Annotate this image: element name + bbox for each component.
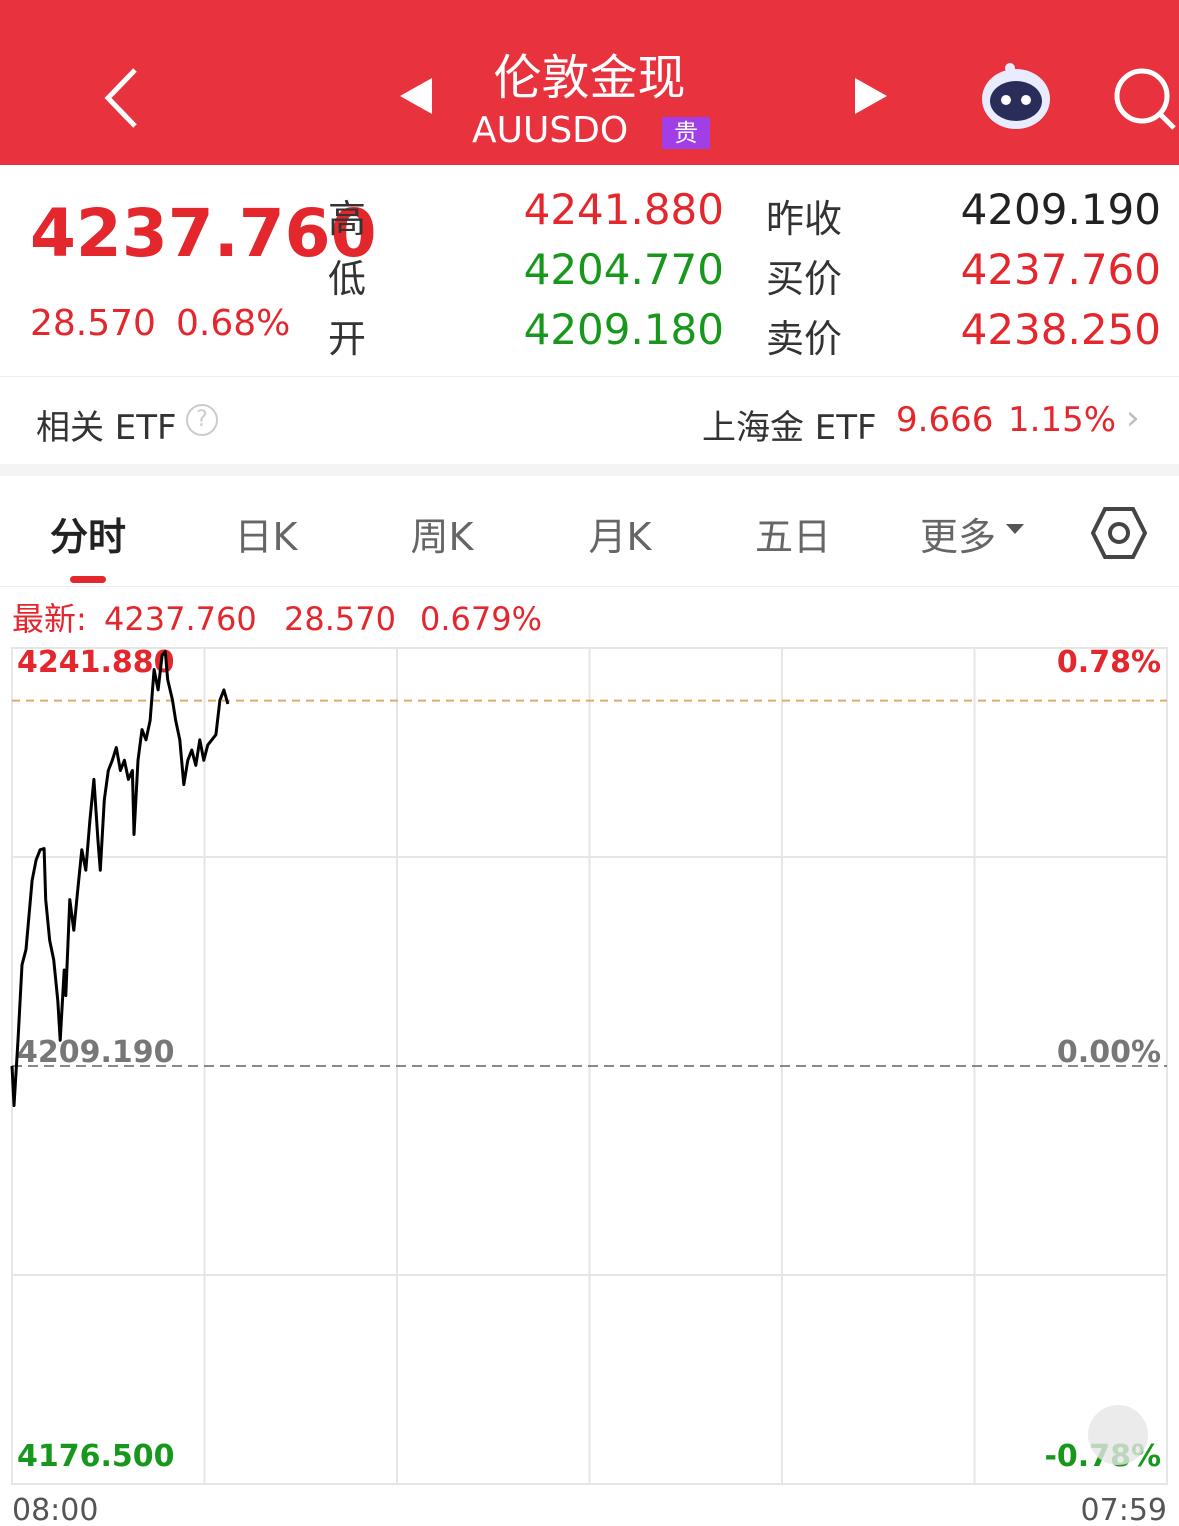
bid: 4237.760 [960, 245, 1161, 294]
code: AUUSDO [472, 110, 629, 151]
open: 4209.180 [523, 305, 724, 354]
label: 卖价 [766, 317, 843, 361]
label: 高 [328, 197, 367, 241]
prev-button[interactable] [400, 78, 432, 114]
etf-price: 9.666 [896, 400, 994, 440]
y-tick-label: 4241.880 [17, 645, 175, 680]
settings[interactable] [1090, 504, 1148, 562]
tab-indicator [70, 576, 106, 583]
x-tick-label: 08:00 [12, 1493, 98, 1526]
y2-tick-label: 0.78% [1057, 645, 1161, 680]
percent: 0.68% [176, 303, 291, 344]
prev-close: 4209.190 [960, 185, 1161, 234]
high: 4241.880 [523, 185, 724, 234]
y-tick-label: 4176.500 [17, 1439, 175, 1474]
tab[interactable]: 月K [588, 515, 652, 559]
price: 4237.760 [30, 195, 377, 272]
latest-percent: 0.679% [420, 600, 542, 638]
latest-change: 28.570 [284, 600, 396, 638]
y-tick-label: 4209.190 [17, 1035, 175, 1070]
label: 昨收 [766, 197, 843, 241]
zoom-button[interactable] [1088, 1405, 1148, 1465]
tabs: 分时 日K 周K 月K 五日 更多 [0, 476, 1179, 587]
tab[interactable]: 五日 [754, 515, 832, 559]
label: 低 [328, 257, 367, 301]
chart: 最新: 4237.760 28.570 0.679% 4176.500 4209.190 4… [10, 600, 1168, 1526]
x-tick-label: 07:59 [1081, 1493, 1167, 1526]
label: 买价 [766, 257, 843, 301]
etf-percent: 1.15% [1008, 400, 1117, 440]
label: 开 [328, 317, 367, 361]
low: 4204.770 [523, 245, 724, 294]
chevron: › [1126, 398, 1140, 438]
ask: 4238.250 [960, 305, 1161, 354]
tab[interactable]: 更多 [919, 515, 997, 559]
etf-name[interactable]: 上海金 ETF [702, 408, 877, 448]
back-button[interactable] [104, 68, 137, 128]
badge: 贵 [662, 117, 710, 149]
etf-label: 相关 ETF [36, 408, 177, 448]
divider [0, 376, 1179, 377]
title: 伦敦金现 [493, 50, 686, 106]
tab[interactable]: 日K [234, 515, 298, 559]
dropdown-arrow [1006, 524, 1024, 543]
y2-tick-label: 0.00% [1057, 1035, 1161, 1070]
latest-label: 最新: [12, 600, 87, 638]
change: 28.570 [30, 303, 156, 344]
separator [0, 464, 1179, 476]
latest-value: 4237.760 [104, 600, 257, 638]
next-button[interactable] [855, 78, 887, 114]
tab[interactable]: 分时 [49, 515, 127, 559]
search-button[interactable] [1114, 68, 1176, 130]
price-line [10, 650, 230, 1107]
tab[interactable]: 周K [410, 515, 474, 559]
header: 伦敦金现 AUUSDO 贵 [0, 0, 1179, 165]
help-icon[interactable]: ? [186, 404, 218, 436]
robot-button[interactable] [982, 63, 1050, 129]
header-icons [104, 63, 1176, 130]
